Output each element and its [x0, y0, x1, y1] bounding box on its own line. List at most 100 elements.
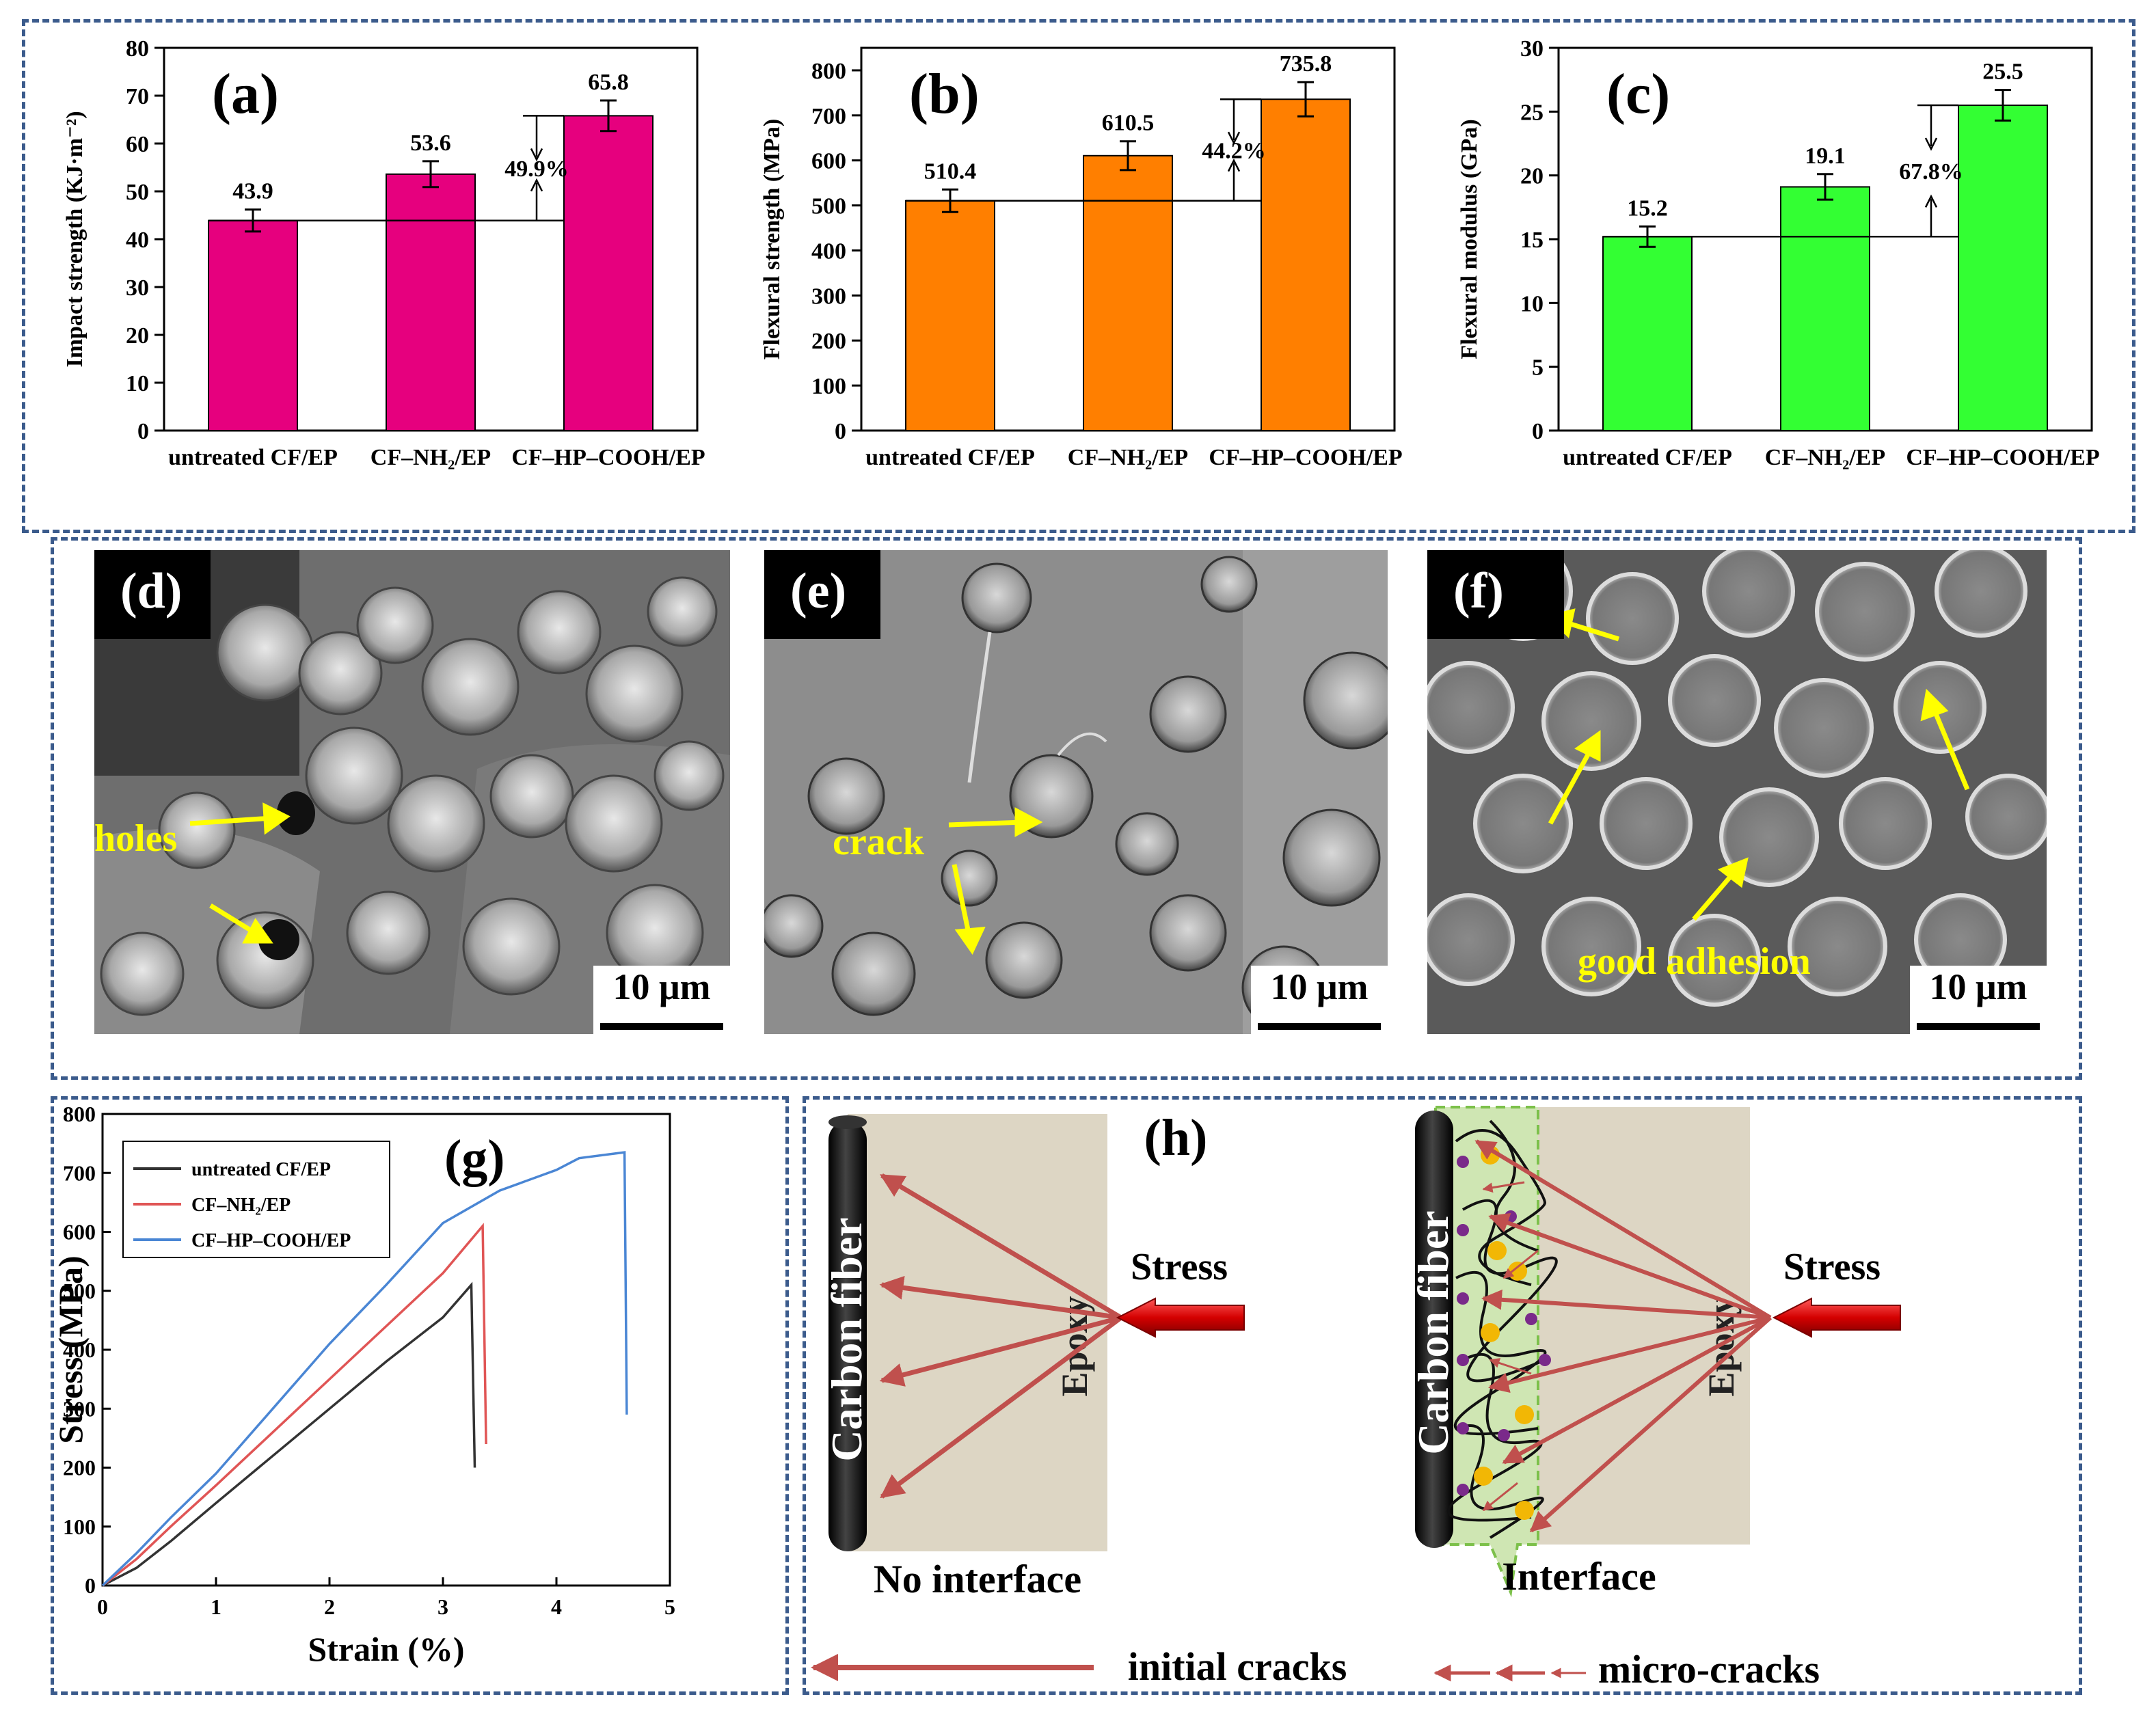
- y-tick-label: 80: [126, 36, 149, 62]
- value-label: 19.1: [1805, 144, 1846, 169]
- y-tick-label: 200: [811, 329, 846, 354]
- carbon-fiber-label-left: Carbon fiber: [822, 1217, 871, 1461]
- y-axis-label: Impact strength (KJ·m⁻²): [62, 111, 87, 367]
- legend-label: CF–NH₂/EP: [191, 1195, 291, 1216]
- bar: [1602, 236, 1693, 431]
- panel-label: (a): [212, 62, 279, 126]
- micro-cracks-label: micro-cracks: [1598, 1647, 1820, 1691]
- panel-label: (g): [444, 1130, 505, 1187]
- y-tick-label: 10: [1520, 291, 1544, 316]
- y-tick-label: 600: [811, 149, 846, 174]
- category-label: CF–NH₂/EP: [1765, 445, 1885, 470]
- improvement-arrowhead: [1227, 158, 1241, 172]
- x-tick-label: 3: [437, 1594, 448, 1619]
- improvement-arrowhead: [1227, 131, 1241, 146]
- x-tick-label: 1: [211, 1594, 221, 1619]
- sem-image-d: holes (d) 10 μm: [94, 550, 730, 1034]
- y-tick-label: 100: [811, 374, 846, 399]
- y-tick-label: 30: [1520, 36, 1544, 62]
- y-tick-label: 60: [126, 132, 149, 157]
- sem-image-f: good adhesion (f) 10 μm: [1427, 550, 2047, 1034]
- value-label: 15.2: [1627, 195, 1668, 221]
- carbon-fiber-right: [1415, 1111, 1453, 1548]
- legend-label: untreated CF/EP: [191, 1159, 331, 1180]
- stress-label-left: Stress: [1131, 1246, 1228, 1288]
- y-tick-label: 700: [811, 104, 846, 129]
- y-tick-label: 25: [1520, 100, 1544, 125]
- carbon-fiber-left: [828, 1121, 867, 1551]
- sem-f-annotation: good adhesion: [1578, 940, 1811, 983]
- y-tick-label: 200: [63, 1456, 96, 1480]
- bar-chart-a: 0 10 20 30 40 50 60 70 80 Impact strength (KJ·m⁻²…: [62, 36, 705, 470]
- y-tick-label: 800: [811, 59, 846, 84]
- bar: [563, 115, 653, 431]
- y-tick-label: 0: [1532, 419, 1544, 444]
- bar: [1083, 154, 1173, 431]
- improvement-arrowhead: [1924, 137, 1938, 151]
- y-tick-label: 20: [126, 323, 149, 349]
- panel-label: (b): [909, 62, 980, 126]
- series-line: [101, 1223, 487, 1587]
- y-tick-label: 100: [63, 1514, 96, 1539]
- y-tick-label: 400: [63, 1337, 96, 1362]
- sem-f-scale-bar: 10 μm: [1910, 966, 2047, 1034]
- series-line: [101, 1151, 628, 1587]
- panel-abc-frame: [22, 19, 2135, 533]
- y-axis-label: Flexural modulus (GPa): [1457, 119, 1482, 359]
- improvement-arrowhead: [530, 148, 543, 162]
- sem-d-label: (d): [94, 550, 211, 639]
- stress-arrow-right: [1772, 1297, 1901, 1338]
- y-tick-label: 5: [1532, 355, 1544, 381]
- sem-image-e: crack (e) 10 μm: [764, 550, 1388, 1034]
- y-tick-label: 20: [1520, 164, 1544, 189]
- bar: [1780, 186, 1870, 431]
- initial-cracks-label: initial cracks: [1128, 1644, 1347, 1689]
- improvement-arrowhead: [1924, 194, 1938, 208]
- category-label: untreated CF/EP: [168, 445, 338, 470]
- x-tick-label: 0: [97, 1594, 108, 1619]
- value-label: 510.4: [924, 159, 977, 184]
- bar: [386, 173, 476, 432]
- stress-strain-chart-g: 0 100 200 300 400 500 600 700 800 0 1 2 3 4 5 Strain (%…: [55, 1102, 675, 1668]
- stress-arrow-left: [1116, 1297, 1245, 1338]
- category-label: CF–HP–COOH/EP: [1209, 445, 1402, 470]
- category-label: CF–NH₂/EP: [1068, 445, 1188, 470]
- sem-e-annotation: crack: [833, 821, 925, 863]
- bar-chart-c: 0 5 10 15 20 25 30 Flexural modulus (GPa) (c) 15.…: [1457, 36, 2100, 470]
- panel-label: (c): [1606, 62, 1670, 126]
- sem-d-scale-bar: 10 μm: [593, 966, 730, 1034]
- interface-label: Interface: [1502, 1554, 1656, 1599]
- panel-g-frame: [51, 1096, 789, 1695]
- y-tick-label: 0: [137, 419, 149, 444]
- sem-e-label: (e): [764, 550, 880, 639]
- y-tick-label: 30: [126, 275, 149, 301]
- panel-h-label: (h): [1144, 1109, 1208, 1167]
- y-tick-label: 300: [63, 1396, 96, 1421]
- bar: [905, 200, 995, 431]
- legend-box: [122, 1141, 390, 1258]
- category-label: untreated CF/EP: [865, 445, 1035, 470]
- y-tick-label: 0: [835, 419, 846, 444]
- y-tick-label: 300: [811, 284, 846, 309]
- y-tick-label: 400: [811, 239, 846, 264]
- y-tick-label: 70: [126, 84, 149, 109]
- x-tick-label: 4: [551, 1594, 562, 1619]
- x-tick-label: 5: [664, 1594, 675, 1619]
- value-label: 53.6: [410, 131, 451, 156]
- bar: [208, 219, 298, 431]
- category-label: CF–HP–COOH/EP: [1906, 445, 2099, 470]
- x-axis-label: Strain (%): [308, 1630, 464, 1668]
- y-axis-label: Stress (MPa): [55, 1255, 90, 1443]
- y-tick-label: 40: [126, 228, 149, 253]
- value-label: 25.5: [1982, 59, 2023, 85]
- no-interface-label: No interface: [874, 1557, 1081, 1601]
- category-label: CF–NH₂/EP: [370, 445, 491, 470]
- value-label: 65.8: [588, 70, 629, 95]
- panel-def-frame: [51, 537, 2082, 1080]
- bar: [1261, 98, 1351, 432]
- y-tick-label: 15: [1520, 228, 1544, 253]
- category-label: CF–HP–COOH/EP: [511, 445, 705, 470]
- bar-chart-b: 0 100 200 300 400 500 600 700 800 Flexural streng…: [759, 46, 1403, 470]
- improvement-label: 49.9%: [504, 157, 569, 182]
- panel-h-frame: [803, 1096, 2082, 1695]
